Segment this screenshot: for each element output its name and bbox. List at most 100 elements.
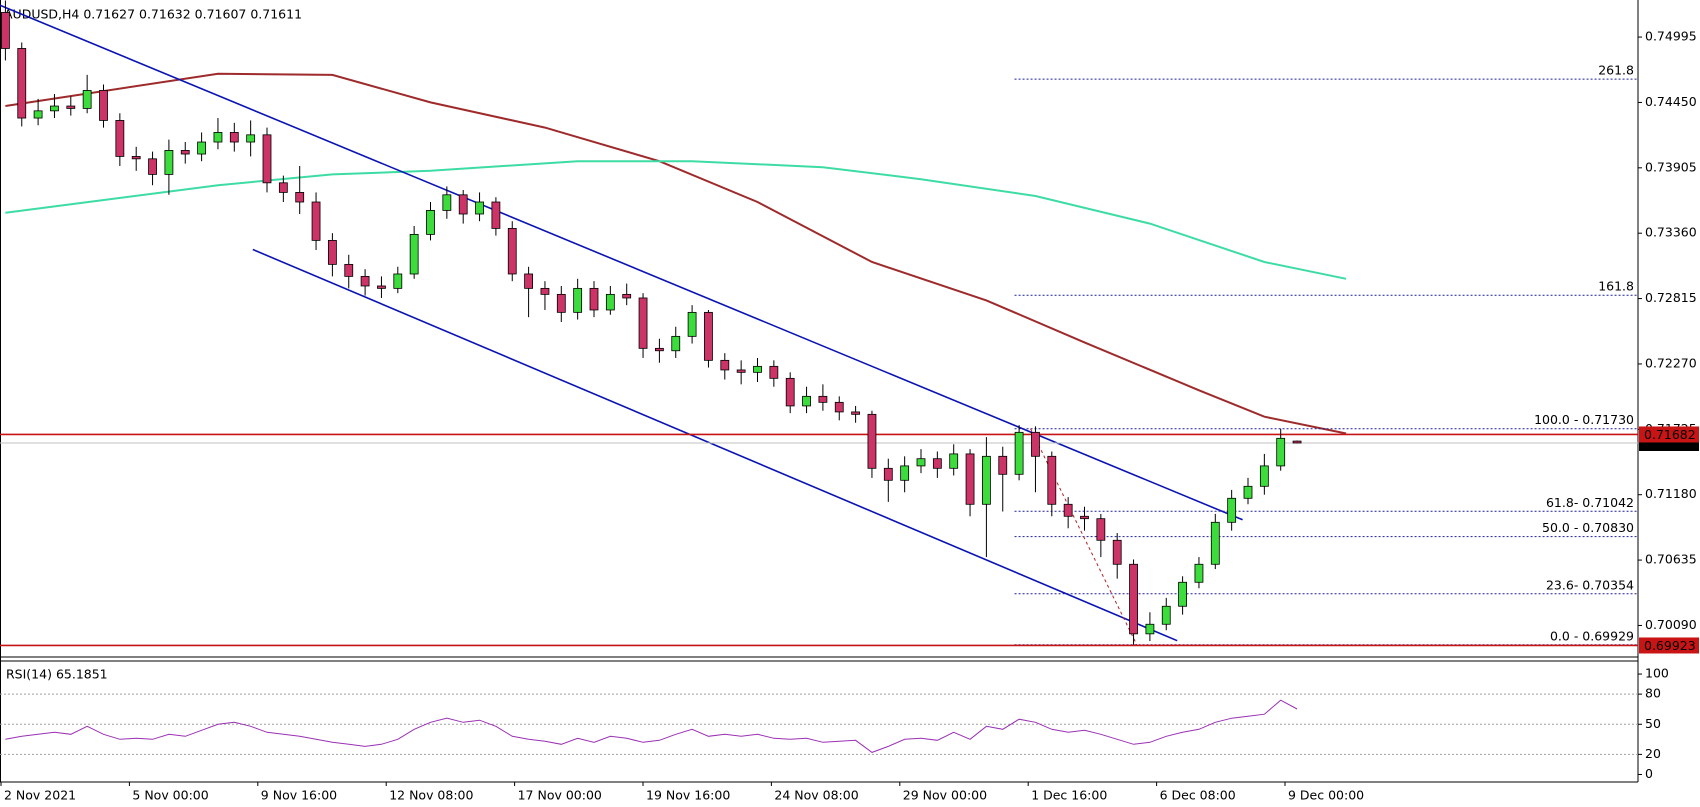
candle-body bbox=[229, 132, 239, 143]
rsi-y-tick-label: 80 bbox=[1645, 686, 1661, 701]
candle-body bbox=[867, 413, 877, 469]
candle-body bbox=[589, 287, 599, 311]
candle-body bbox=[164, 150, 174, 175]
candle-body bbox=[1259, 465, 1269, 487]
candle-body bbox=[360, 275, 370, 287]
chart-title: AUDUSD,H4 0.71627 0.71632 0.71607 0.7161… bbox=[4, 7, 302, 22]
candle-body bbox=[311, 201, 321, 241]
candle-body bbox=[1161, 605, 1171, 625]
candle-body bbox=[1243, 485, 1253, 499]
candle-body bbox=[148, 158, 157, 175]
candle-body bbox=[1145, 623, 1155, 635]
trendline bbox=[252, 248, 1178, 642]
candle-body bbox=[1031, 431, 1040, 457]
candle-body bbox=[573, 287, 583, 313]
fib-label: 50.0 - 0.70830 bbox=[1542, 520, 1634, 535]
candle-body bbox=[1063, 503, 1073, 517]
candle-body bbox=[720, 359, 730, 371]
candle-body bbox=[246, 134, 256, 143]
candle-body bbox=[802, 395, 811, 407]
candle-body bbox=[524, 273, 533, 289]
candle-body bbox=[622, 293, 632, 299]
candle-body bbox=[327, 239, 337, 265]
rsi-y-tick-label: 100 bbox=[1645, 666, 1669, 681]
x-tick-label: 9 Dec 00:00 bbox=[1288, 788, 1364, 803]
candle-body bbox=[17, 48, 27, 119]
candle-body bbox=[99, 90, 108, 121]
candle-body bbox=[851, 411, 860, 415]
candle-body bbox=[82, 90, 92, 109]
moving-average bbox=[5, 160, 1347, 280]
x-tick-label: 5 Nov 00:00 bbox=[132, 788, 208, 803]
y-tick-label: 0.70635 bbox=[1645, 552, 1697, 567]
candle-body bbox=[965, 453, 975, 505]
candle-body bbox=[769, 365, 779, 379]
fib-anchor-line bbox=[1030, 428, 1138, 645]
candle-body bbox=[409, 233, 419, 275]
candle-body bbox=[671, 335, 681, 352]
x-tick-label: 24 Nov 08:00 bbox=[774, 788, 858, 803]
moving-average bbox=[5, 72, 1347, 435]
candle-body bbox=[883, 467, 893, 481]
fib-label: 23.6- 0.70354 bbox=[1546, 577, 1634, 592]
x-tick-label: 17 Nov 00:00 bbox=[518, 788, 602, 803]
candle-body bbox=[1080, 515, 1089, 520]
rsi-y-tick-label: 20 bbox=[1645, 746, 1661, 761]
candle-body bbox=[834, 401, 844, 413]
x-tick-label: 1 Dec 16:00 bbox=[1031, 788, 1107, 803]
rsi-y-tick-label: 0 bbox=[1645, 766, 1653, 781]
candle-body bbox=[295, 192, 305, 203]
y-tick-label: 0.70090 bbox=[1645, 617, 1697, 632]
x-tick-label: 9 Nov 16:00 bbox=[261, 788, 337, 803]
candle-body bbox=[687, 311, 697, 337]
y-tick-label: 0.73360 bbox=[1645, 225, 1697, 240]
candle-body bbox=[0, 12, 10, 49]
candle-body bbox=[458, 194, 468, 215]
candle-body bbox=[180, 150, 190, 155]
y-tick-label: 0.71180 bbox=[1645, 486, 1697, 501]
candle-body bbox=[1047, 455, 1057, 505]
candle-body bbox=[949, 453, 959, 469]
candle-body bbox=[1129, 563, 1138, 635]
candle-body bbox=[655, 347, 664, 352]
price-tag bbox=[1639, 637, 1699, 654]
x-tick-label: 19 Nov 16:00 bbox=[646, 788, 730, 803]
candle-body bbox=[1276, 437, 1286, 467]
fib-label: 100.0 - 0.71730 bbox=[1534, 412, 1634, 427]
fib-label: 61.8- 0.71042 bbox=[1546, 495, 1634, 510]
fib-label: 0.0 - 0.69929 bbox=[1550, 628, 1634, 643]
rsi-title: RSI(14) 65.1851 bbox=[6, 667, 108, 682]
candle-body bbox=[491, 201, 501, 229]
candle-body bbox=[1227, 497, 1237, 523]
x-tick-label: 12 Nov 08:00 bbox=[389, 788, 473, 803]
candle-body bbox=[736, 369, 746, 373]
y-tick-label: 0.73905 bbox=[1645, 159, 1697, 174]
x-tick-label: 2 Nov 2021 bbox=[4, 788, 76, 803]
candle-body bbox=[213, 132, 223, 143]
candle-body bbox=[50, 105, 59, 112]
candle-body bbox=[1292, 440, 1302, 444]
candle-body bbox=[540, 287, 550, 295]
price-tag-label: 0.69923 bbox=[1644, 638, 1696, 653]
candle-body bbox=[278, 182, 288, 193]
candle-body bbox=[916, 458, 926, 467]
candle-body bbox=[900, 465, 910, 481]
candle-body bbox=[426, 210, 435, 235]
candle-body bbox=[393, 273, 403, 289]
candle-body bbox=[377, 285, 386, 289]
x-tick-label: 29 Nov 00:00 bbox=[903, 788, 987, 803]
candle-body bbox=[998, 455, 1008, 475]
candle-body bbox=[66, 105, 76, 109]
candle-body bbox=[262, 134, 272, 184]
candle-body bbox=[932, 458, 942, 469]
candle-body bbox=[753, 365, 762, 373]
rsi-y-tick-label: 50 bbox=[1645, 716, 1661, 731]
candle-body bbox=[605, 293, 615, 311]
y-tick-label: 0.74995 bbox=[1645, 29, 1697, 44]
candle-body bbox=[1210, 521, 1220, 565]
rsi-line bbox=[5, 699, 1298, 753]
candle-body bbox=[131, 156, 141, 160]
x-tick-label: 6 Dec 08:00 bbox=[1160, 788, 1236, 803]
